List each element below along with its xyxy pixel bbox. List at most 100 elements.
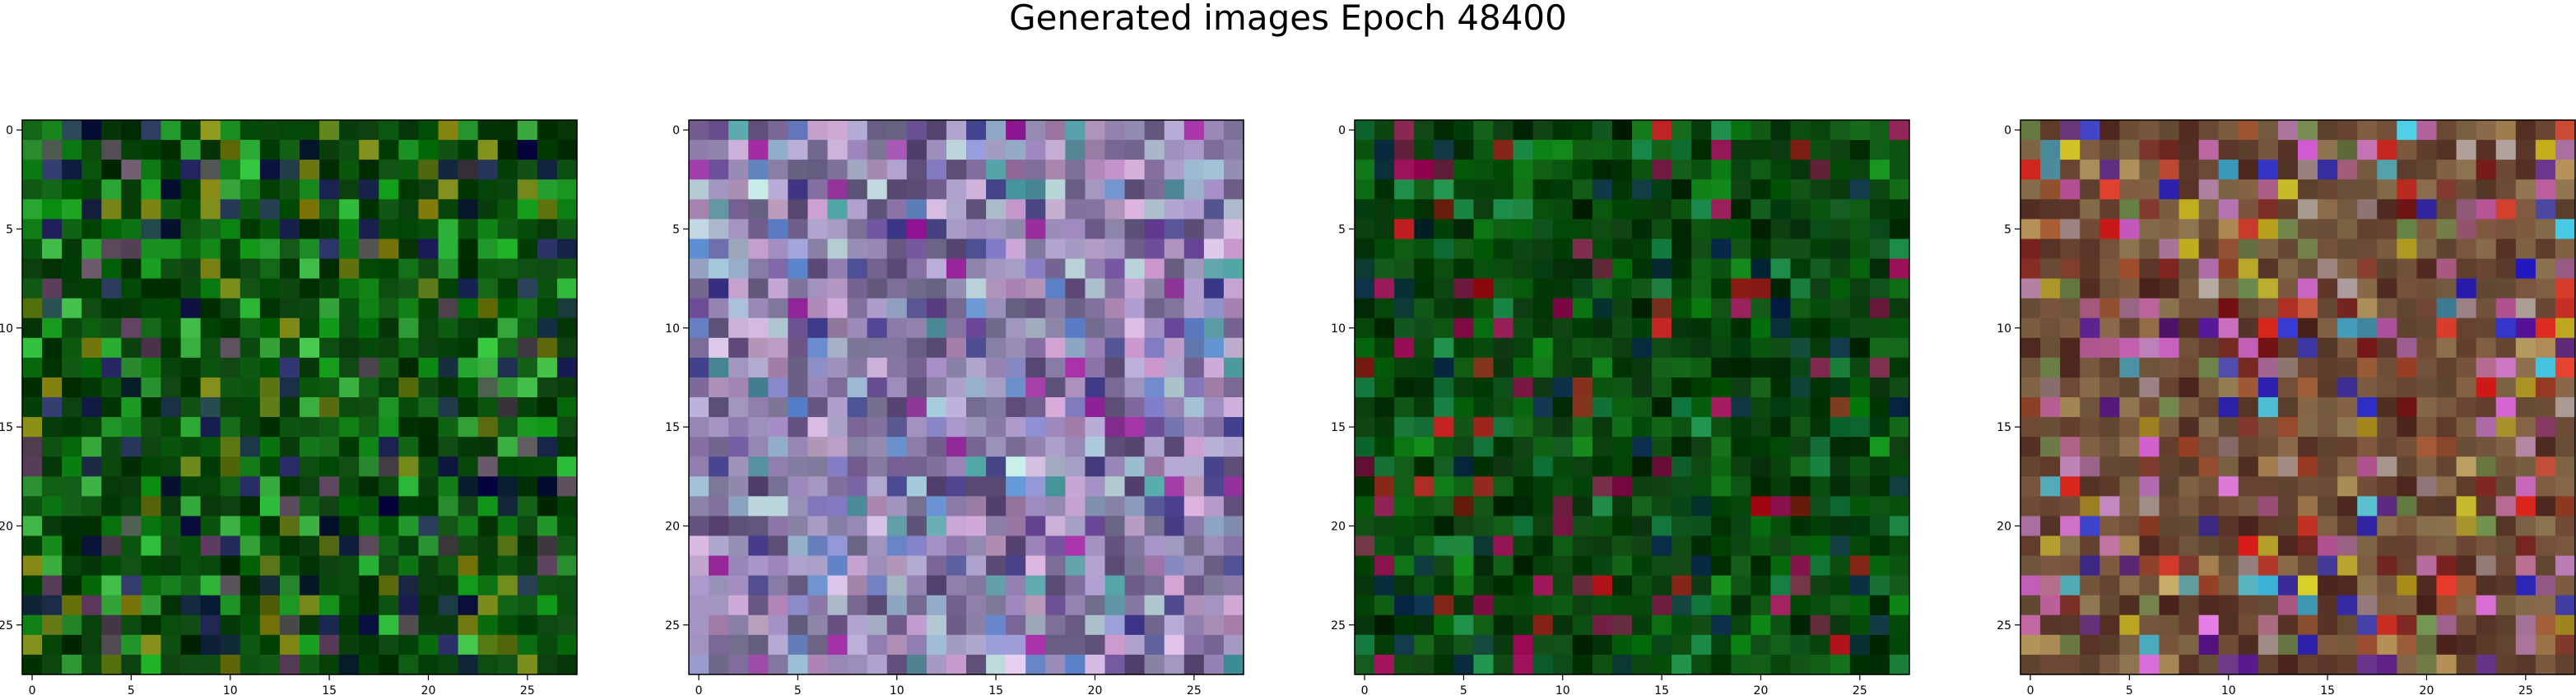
pixel — [259, 160, 281, 180]
pixel — [1223, 120, 1244, 141]
pixel — [556, 239, 578, 260]
x-tick-label: 10 — [2221, 684, 2236, 695]
pixel — [1104, 298, 1126, 319]
pixel — [1434, 496, 1454, 517]
pixel — [101, 219, 122, 240]
pixel — [2080, 496, 2100, 517]
pixel — [926, 535, 947, 557]
pixel — [1164, 140, 1185, 160]
pixel — [1355, 199, 1375, 220]
pixel — [101, 496, 122, 517]
pixel — [689, 496, 709, 517]
pixel — [2060, 120, 2081, 141]
pixel — [1124, 575, 1146, 596]
pixel — [259, 575, 281, 596]
pixel — [537, 417, 558, 438]
pixel — [847, 258, 868, 280]
pixel — [220, 417, 241, 438]
pixel — [886, 377, 908, 398]
pixel — [1104, 575, 1126, 596]
pixel — [2318, 140, 2338, 160]
pixel — [2298, 298, 2318, 319]
pixel — [748, 456, 769, 477]
pixel — [1065, 595, 1086, 616]
pixel — [2159, 595, 2180, 616]
pixel — [2099, 179, 2120, 200]
pixel — [2397, 199, 2418, 220]
pixel — [259, 298, 281, 319]
pixel — [1611, 199, 1633, 220]
pixel — [2436, 397, 2457, 418]
pixel — [728, 516, 749, 537]
pixel — [1532, 337, 1554, 359]
pixel — [2337, 476, 2358, 497]
pixel — [768, 377, 788, 398]
pixel — [2357, 535, 2378, 557]
pixel — [2119, 377, 2141, 398]
pixel — [1104, 219, 1126, 240]
pixel — [748, 555, 769, 577]
pixel — [1085, 278, 1106, 299]
pixel — [2515, 417, 2536, 438]
pixel — [1592, 377, 1613, 398]
pixel — [1085, 120, 1106, 141]
pixel — [339, 614, 360, 636]
pixel — [1355, 634, 1375, 656]
pixel — [1672, 258, 1692, 280]
pixel — [1414, 357, 1434, 378]
pixel — [2139, 575, 2160, 596]
pixel — [259, 258, 281, 280]
pixel — [141, 140, 162, 160]
pixel — [2238, 317, 2259, 339]
pixel — [1672, 575, 1692, 596]
pixel — [259, 417, 281, 438]
pixel — [1513, 595, 1534, 616]
pixel — [517, 337, 538, 359]
pixel — [141, 179, 162, 200]
image-pixels — [1355, 120, 1910, 675]
pixel — [359, 516, 379, 537]
pixel — [22, 595, 43, 616]
pixel — [1144, 120, 1165, 141]
pixel — [1532, 516, 1554, 537]
pixel — [101, 476, 122, 497]
pixel — [2555, 417, 2576, 438]
pixel — [2535, 298, 2556, 319]
pixel — [2257, 120, 2279, 141]
pixel — [477, 654, 499, 675]
pixel — [279, 595, 300, 616]
pixel — [1830, 160, 1851, 180]
pixel — [1355, 239, 1375, 260]
pixel — [2416, 595, 2438, 616]
pixel — [1869, 417, 1890, 438]
pixel — [689, 476, 709, 497]
pixel — [2456, 654, 2477, 675]
pixel — [2456, 160, 2477, 180]
pixel — [2298, 575, 2318, 596]
pixel — [497, 357, 518, 378]
pixel — [1006, 278, 1026, 299]
pixel — [537, 140, 558, 160]
pixel — [1849, 199, 1871, 220]
pixel — [1830, 298, 1851, 319]
pixel — [379, 496, 399, 517]
pixel — [2060, 140, 2081, 160]
pixel — [768, 337, 788, 359]
pixel — [121, 120, 142, 141]
pixel — [1065, 179, 1086, 200]
pixel — [2257, 437, 2279, 457]
pixel — [398, 199, 420, 220]
pixel — [2318, 120, 2338, 141]
pixel — [827, 140, 849, 160]
pixel — [1592, 397, 1613, 418]
pixel — [398, 496, 420, 517]
pixel — [1124, 317, 1146, 339]
pixel — [2377, 298, 2397, 319]
pixel — [556, 575, 578, 596]
pixel — [788, 417, 809, 438]
pixel — [477, 555, 499, 577]
pixel — [220, 337, 241, 359]
pixel — [458, 160, 479, 180]
pixel — [517, 634, 538, 656]
pixel — [827, 595, 849, 616]
